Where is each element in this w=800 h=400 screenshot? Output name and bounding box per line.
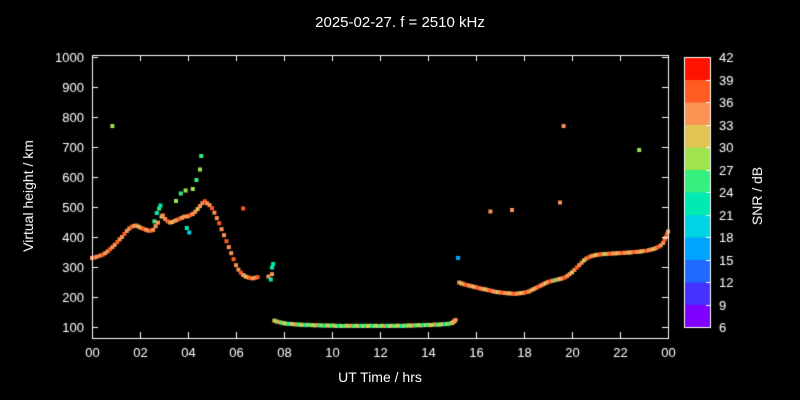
colorbar-label: SNR / dB — [749, 166, 765, 226]
chart-title: 2025-02-27. f = 2510 kHz — [315, 14, 485, 31]
y-axis-label: Virtual height / km — [20, 140, 36, 252]
x-axis-label: UT Time / hrs — [338, 369, 422, 385]
